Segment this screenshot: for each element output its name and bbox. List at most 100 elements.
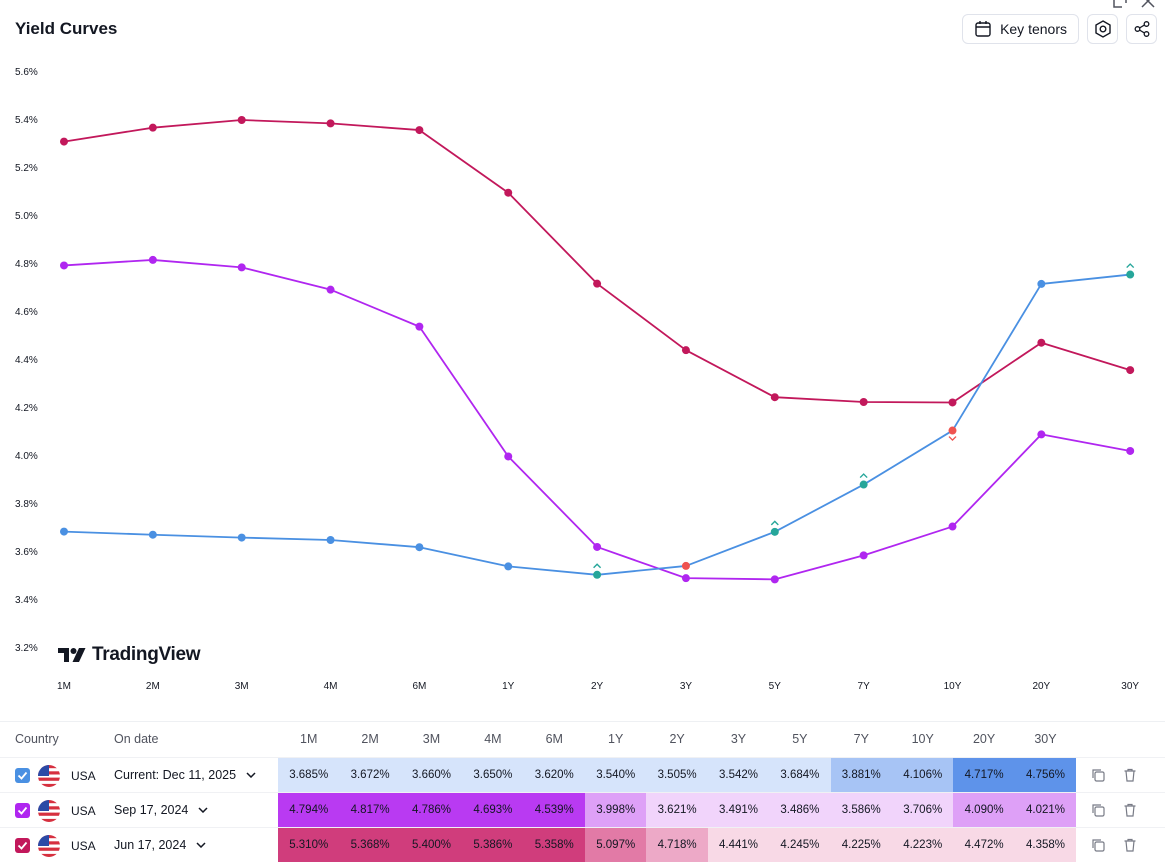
tenor-header[interactable]: 20Y: [972, 732, 996, 746]
yield-cell: 3.672%: [339, 758, 401, 792]
share-button[interactable]: [1126, 14, 1157, 44]
gear-icon: [1094, 20, 1111, 38]
data-point: [415, 322, 424, 331]
tenor-header[interactable]: 10Y: [911, 732, 934, 746]
y-tick-label: 4.4%: [15, 355, 38, 366]
data-point: [859, 398, 868, 406]
data-point: [237, 533, 246, 542]
share-icon: [1134, 21, 1149, 37]
data-point: [948, 398, 957, 407]
key-tenors-button[interactable]: Key tenors: [962, 14, 1079, 44]
yield-cell: 5.386%: [462, 828, 524, 862]
change-down-arrow: [948, 436, 957, 442]
chevron-down-icon: [198, 807, 208, 813]
data-point: [1126, 270, 1135, 279]
yield-cell: 4.718%: [646, 828, 708, 862]
data-point: [681, 574, 690, 583]
tenor-header[interactable]: 2Y: [669, 732, 685, 746]
data-point: [859, 480, 868, 489]
yield-cell: 4.441%: [707, 828, 770, 862]
table-row: USA Sep 17, 2024 4.794% 4.817% 4.786% 4.693…: [0, 792, 1165, 827]
data-point: [237, 263, 246, 272]
data-point: [415, 543, 424, 552]
data-point: [859, 551, 868, 560]
yield-cell: 3.706%: [892, 793, 954, 827]
trash-icon[interactable]: [1123, 768, 1137, 782]
yield-cell: 3.505%: [646, 758, 708, 792]
tenor-header[interactable]: 3Y: [730, 732, 747, 746]
country-name: USA: [71, 839, 96, 853]
settings-button[interactable]: [1087, 14, 1118, 44]
change-up-arrow: [1126, 263, 1135, 269]
yield-cell: 3.586%: [830, 793, 892, 827]
data-point: [770, 393, 779, 402]
copy-icon[interactable]: [1091, 803, 1105, 817]
calendar-icon: [975, 21, 991, 37]
change-up-arrow: [859, 473, 868, 479]
yield-cell: 3.542%: [707, 758, 770, 792]
y-tick-label: 4.0%: [15, 451, 38, 462]
copy-icon[interactable]: [1091, 768, 1105, 782]
yield-cell: 3.660%: [400, 758, 463, 792]
change-up-arrow: [593, 563, 602, 569]
date-selector[interactable]: Sep 17, 2024: [114, 803, 208, 817]
check-icon: [17, 771, 28, 780]
tenor-header[interactable]: 7Y: [853, 732, 869, 746]
change-up-arrow: [770, 520, 779, 526]
data-point: [504, 188, 513, 197]
tradingview-logo: TradingView: [58, 644, 201, 666]
check-icon: [17, 806, 28, 815]
tenor-header[interactable]: 5Y: [792, 732, 808, 746]
yield-cell: 4.245%: [769, 828, 831, 862]
yield-cell: 4.225%: [830, 828, 892, 862]
data-point: [60, 527, 68, 536]
series-checkbox[interactable]: [15, 768, 30, 783]
trash-icon[interactable]: [1123, 838, 1137, 852]
series-checkbox[interactable]: [15, 838, 30, 853]
yield-cell: 5.358%: [523, 828, 585, 862]
yield-table: Country On date 1M 2M 3M 4M 6M 1Y 2Y 3Y 5Y 7Y 10Y 2…: [0, 721, 1165, 862]
tenor-header[interactable]: 1M: [300, 732, 318, 746]
table-row: USA Jun 17, 2024 5.310% 5.368% 5.400% 5.386…: [0, 827, 1165, 862]
tenor-header[interactable]: 2M: [361, 732, 379, 746]
copy-icon[interactable]: [1091, 838, 1105, 852]
date-selector[interactable]: Jun 17, 2024: [114, 838, 206, 852]
country-name: USA: [71, 769, 96, 783]
yield-cell: 5.097%: [585, 828, 647, 862]
yield-cell: 3.491%: [707, 793, 770, 827]
date-selector[interactable]: Current: Dec 11, 2025: [114, 768, 256, 782]
yield-cell: 3.684%: [769, 758, 831, 792]
y-tick-label: 3.8%: [15, 499, 38, 510]
date-label: Current: Dec 11, 2025: [114, 768, 237, 782]
yield-cell: 5.310%: [278, 828, 340, 862]
x-tick-label: 1M: [57, 681, 71, 692]
x-tick-label: 3Y: [680, 681, 693, 692]
data-point: [681, 561, 690, 570]
data-point: [148, 255, 157, 264]
key-tenors-label: Key tenors: [1000, 21, 1067, 37]
close-icon[interactable]: [1141, 0, 1155, 8]
data-point: [237, 116, 246, 124]
data-point: [60, 137, 68, 146]
yield-curve-chart[interactable]: 3.2% 3.4% 3.6% 3.8% 4.0% 4.2% 4.4% 4.6% 4.8% 5.0%…: [0, 55, 1165, 715]
window-controls: [1113, 0, 1155, 8]
chevron-down-icon: [196, 842, 206, 848]
tenor-header[interactable]: 30Y: [1034, 732, 1057, 746]
trash-icon[interactable]: [1123, 803, 1137, 817]
popout-icon[interactable]: [1113, 0, 1127, 8]
y-tick-label: 3.4%: [15, 595, 38, 606]
table-row: USA Current: Dec 11, 2025 3.685% 3.672% 3.…: [0, 757, 1165, 792]
tenor-header[interactable]: 6M: [545, 732, 563, 746]
x-tick-label: 6M: [412, 681, 426, 692]
tenor-header[interactable]: 1Y: [608, 732, 624, 746]
tenor-header[interactable]: 3M: [422, 732, 441, 746]
data-point: [770, 527, 779, 536]
yield-cell: 3.621%: [646, 793, 708, 827]
data-point: [770, 575, 779, 584]
tenor-header[interactable]: 4M: [484, 732, 502, 746]
table-header: Country On date 1M 2M 3M 4M 6M 1Y 2Y 3Y 5Y 7Y 10Y 2…: [0, 722, 1165, 757]
yield-cell: 4.223%: [892, 828, 954, 862]
series-checkbox[interactable]: [15, 803, 30, 818]
data-point: [1037, 279, 1046, 288]
series-line: [63, 273, 1131, 576]
